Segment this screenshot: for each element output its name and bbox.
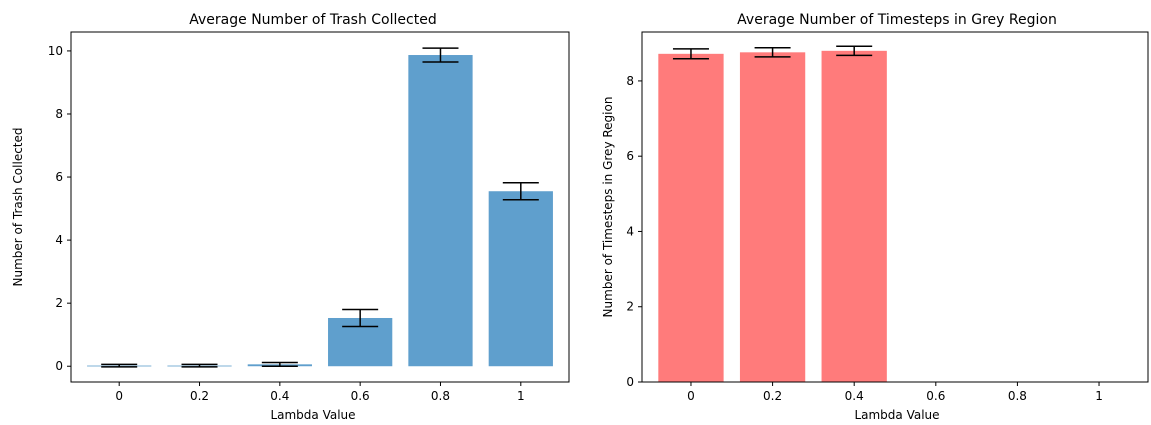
y-tick-label: 8 [626, 74, 634, 88]
y-tick-label: 10 [48, 44, 63, 58]
x-tick-label: 0.6 [351, 389, 370, 403]
x-tick-label: 0 [687, 389, 695, 403]
x-tick-label: 0 [115, 389, 123, 403]
x-tick-label: 1 [1095, 389, 1103, 403]
bar [739, 52, 806, 382]
y-tick-label: 8 [55, 107, 63, 121]
x-tick-label: 1 [517, 389, 525, 403]
y-tick-label: 4 [55, 233, 63, 247]
x-tick-label: 0.8 [1008, 389, 1027, 403]
bars-group [658, 50, 887, 382]
plot-frame [70, 31, 570, 383]
x-axis-label: Lambda Value [270, 408, 355, 422]
y-tick-label: 2 [55, 296, 63, 310]
x-tick-label: 0.8 [431, 389, 450, 403]
bar [408, 55, 473, 367]
bar [488, 191, 553, 367]
y-tick-label: 0 [55, 359, 63, 373]
y-tick-label: 2 [626, 300, 634, 314]
bars-group [87, 55, 553, 367]
error-bars-group [672, 45, 873, 60]
bar [821, 50, 887, 382]
trash-collected-chart: Average Number of Trash Collected Lambda… [11, 12, 570, 422]
x-ticks-group: 0 0.2 0.4 0.6 0.8 1 [115, 382, 525, 403]
y-axis-label: Number of Timesteps in Grey Region [601, 97, 615, 318]
bar [658, 53, 724, 382]
x-tick-label: 0.4 [845, 389, 864, 403]
y-axis-label: Number of Trash Collected [11, 128, 25, 287]
y-ticks-group: 0 2 4 6 8 10 [48, 44, 71, 373]
x-tick-label: 0.6 [926, 389, 945, 403]
y-tick-label: 0 [626, 375, 634, 389]
y-ticks-group: 0 2 4 6 8 [626, 74, 642, 389]
timesteps-grey-region-chart: Average Number of Timesteps in Grey Regi… [601, 12, 1149, 422]
x-tick-label: 0.2 [190, 389, 209, 403]
x-axis-label: Lambda Value [854, 408, 939, 422]
chart-title: Average Number of Trash Collected [189, 12, 436, 28]
chart-title: Average Number of Timesteps in Grey Regi… [737, 12, 1057, 28]
x-tick-label: 0.2 [763, 389, 782, 403]
y-tick-label: 4 [626, 224, 634, 238]
error-bars-group [101, 47, 539, 368]
plot-frame [641, 31, 1149, 383]
x-tick-label: 0.4 [270, 389, 289, 403]
y-tick-label: 6 [626, 149, 634, 163]
x-ticks-group: 0 0.2 0.4 0.6 0.8 1 [687, 382, 1103, 403]
y-tick-label: 6 [55, 170, 63, 184]
